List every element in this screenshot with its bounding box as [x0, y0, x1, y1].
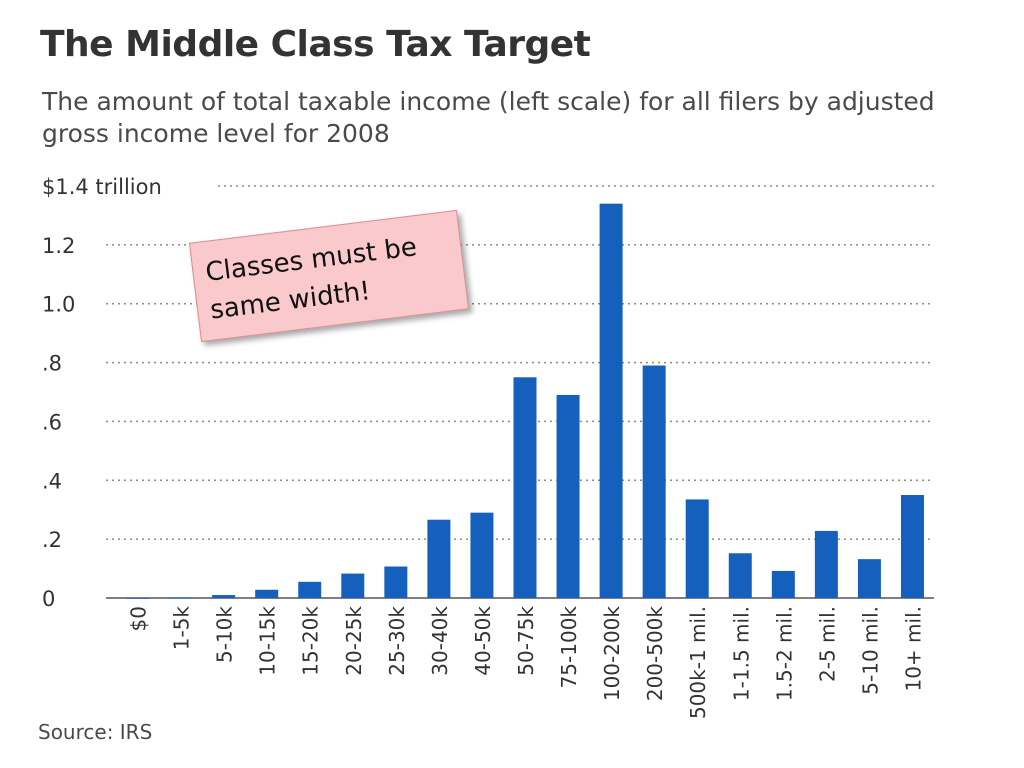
- x-tick-label: 500k-1 mil.: [686, 606, 710, 719]
- x-tick-label: 1.5-2 mil.: [772, 606, 796, 701]
- y-tick-label: 0: [42, 587, 55, 611]
- bar: [642, 365, 666, 598]
- x-tick-label: 10+ mil.: [901, 606, 925, 692]
- bar-chart: $1.4 trillion 1.2 1.0 .8 .6 .4 .2 0 $0 1-5k 5-10k…: [42, 175, 934, 719]
- x-tick-label: 2-5 mil.: [815, 606, 839, 682]
- bar: [298, 581, 322, 598]
- y-tick-label: .6: [42, 410, 62, 434]
- bar: [470, 512, 494, 598]
- y-tick-label: .8: [42, 352, 62, 376]
- chart-title: The Middle Class Tax Target: [40, 24, 591, 65]
- x-tick-label: 15-20k: [299, 606, 323, 676]
- bar: [900, 495, 924, 598]
- y-axis-ticks: $1.4 trillion 1.2 1.0 .8 .6 .4 .2 0: [42, 175, 162, 611]
- bar: [126, 598, 150, 599]
- x-tick-label: 100-200k: [600, 606, 624, 702]
- x-tick-label: 200-500k: [643, 606, 667, 702]
- x-tick-label: 1-1.5 mil.: [729, 606, 753, 701]
- x-axis-ticks: $0 1-5k 5-10k 10-15k 15-20k 20-25k 25-30k 30-40…: [127, 606, 926, 719]
- bar: [556, 394, 580, 598]
- x-tick-label: 25-30k: [385, 606, 409, 676]
- bar: [169, 597, 193, 599]
- y-tick-label: .2: [42, 528, 62, 552]
- bar: [685, 499, 709, 598]
- x-tick-label: 5-10k: [213, 606, 237, 663]
- bar: [427, 519, 451, 598]
- chart-subtitle: The amount of total taxable income (left…: [42, 87, 935, 148]
- bar: [341, 573, 365, 598]
- x-tick-label: 10-15k: [256, 606, 280, 676]
- bar: [728, 553, 752, 598]
- bar: [513, 377, 537, 598]
- y-tick-label: 1.0: [42, 293, 75, 317]
- bar: [212, 595, 236, 598]
- bars: [126, 203, 924, 599]
- x-tick-label: $0: [127, 606, 151, 631]
- bar: [384, 566, 408, 598]
- x-tick-label: 30-40k: [428, 606, 452, 676]
- bar: [599, 203, 623, 598]
- y-tick-label: 1.2: [42, 234, 75, 258]
- y-tick-label: .4: [42, 469, 62, 493]
- y-tick-label: $1.4 trillion: [42, 175, 162, 199]
- x-tick-label: 50-75k: [514, 606, 538, 676]
- x-tick-label: 40-50k: [471, 606, 495, 676]
- bar: [857, 559, 881, 598]
- x-tick-label: 1-5k: [170, 606, 194, 651]
- x-tick-label: 5-10 mil.: [858, 606, 882, 695]
- bar: [814, 530, 838, 598]
- bar: [255, 589, 279, 598]
- source-note: Source: IRS: [38, 720, 153, 744]
- x-tick-label: 75-100k: [557, 606, 581, 689]
- bar: [771, 570, 795, 598]
- x-tick-label: 20-25k: [342, 606, 366, 676]
